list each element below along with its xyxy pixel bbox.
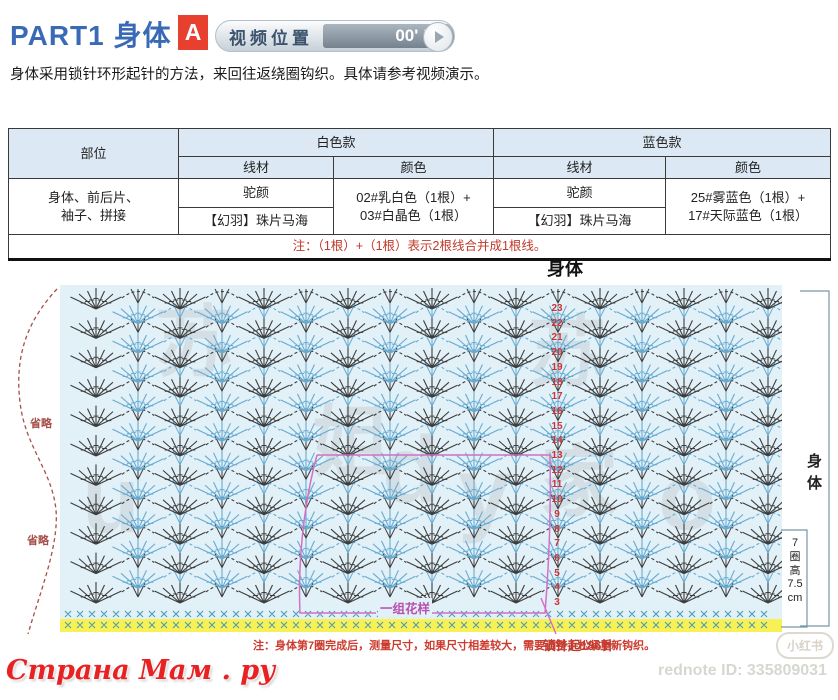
table-note: 注：（1根）+（1根）表示2根线合并成1根线。 [7,234,832,261]
cell-white-color: 02#乳白色（1根）+ 03#白晶色（1根） [332,178,495,235]
col-header-white-yarn: 线材 [178,156,334,179]
height-measure-label: 7 圈 高 7.5 cm [787,537,803,604]
col-group-white: 白色款 [177,128,495,157]
row-number: 19 [551,361,563,373]
video-position-button[interactable]: 视频位置 00' 55'' [215,20,455,52]
page-title: PART1 身体 [10,20,172,51]
omitted-label-2: 省略 [27,535,49,547]
row-number: 23 [551,303,563,314]
cell-part-line1: 身体、前后片、 [47,189,139,205]
row-number: 20 [551,347,563,359]
cell-blue-yarn-1: 驼颜 [493,178,667,208]
row-number: 6 [554,552,560,564]
cell-blue-color-line2: 17#天际蓝色（1根） [688,207,808,223]
cell-part-line2: 袖子、拼接 [60,207,126,223]
cell-blue-yarn-2: 【幻羽】珠片马海 [493,207,667,235]
diagram-title: 身体 [547,259,583,279]
col-header-white-color: 颜色 [332,156,495,179]
cell-white-color-line1: 02#乳白色（1根）+ [356,189,471,205]
site-logo: Страна Мам . ру [6,655,276,686]
version-a-badge: A [178,15,208,50]
omitted-label-1: 省略 [30,418,52,430]
foundation-chain-label: 锁针起186针 [543,639,614,653]
row-number: 7 [554,538,560,550]
row-number: 9 [554,508,560,520]
row-number: 13 [551,450,563,461]
col-header-blue-color: 颜色 [665,156,832,179]
rednote-id-watermark: rednote ID: 335809031 [658,662,827,679]
intro-text: 身体采用锁针环形起针的方法，来回往返绕圈钩织。具体请参考视频演示。 [10,67,489,83]
cell-part: 身体、前后片、 袖子、拼接 [8,178,179,235]
play-icon[interactable] [423,22,453,51]
col-header-part: 部位 [8,128,179,179]
cell-blue-color-line1: 25#雾蓝色（1根）+ [690,189,806,205]
row-number: 10 [551,494,563,506]
col-group-blue: 蓝色款 [493,128,832,157]
cell-blue-color: 25#雾蓝色（1根）+ 17#天际蓝色（1根） [665,178,832,235]
row-number: 17 [551,391,563,403]
row-number: 4 [554,582,560,594]
row-number: 14 [551,435,563,447]
row-number: 21 [551,332,563,344]
cell-white-yarn-1: 驼颜 [178,178,334,208]
row-number: 15 [551,420,563,432]
body-side-label: 身体 [805,453,822,497]
col-header-blue-yarn: 线材 [493,156,667,179]
diagram-note: 注：身体第7圈完成后，测量尺寸，如果尺寸相差较大，需要调整手松紧重新钩织。 [253,640,656,652]
pattern-repeat-label: 一组花样 [378,598,433,617]
row-number: 18 [551,376,563,388]
row-number: 16 [551,405,563,417]
row-number: 3 [554,597,560,608]
omitted-curve [18,288,58,635]
cell-white-color-line2: 03#白晶色（1根） [360,207,467,223]
row-number: 11 [551,479,563,491]
crochet-chart-svg [60,288,782,632]
xiaohongshu-badge: 小红书 [776,632,834,659]
video-position-label: 视频位置 [229,28,313,48]
materials-table: 部位 白色款 蓝色款 线材 颜色 线材 颜色 身体、前后片、 袖子、拼接 驼颜 … [7,128,832,261]
row-number: 12 [551,464,563,476]
row-number: 22 [551,317,563,329]
row-number: 5 [554,567,560,579]
row-number: 8 [554,523,560,535]
cell-white-yarn-2: 【幻羽】珠片马海 [178,207,334,235]
